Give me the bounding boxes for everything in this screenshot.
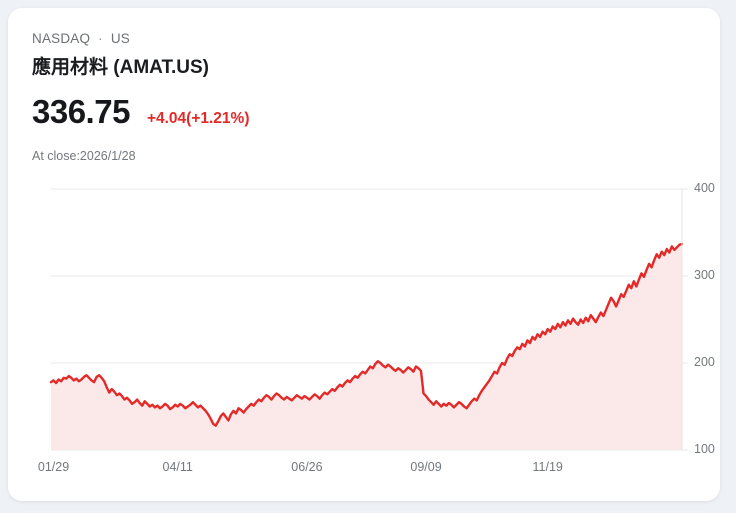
price-chart[interactable]: 400 300 200 100 01/29 04/11 06/26 09/09 11/19: [8, 168, 720, 488]
y-axis-tick-label: 200: [694, 355, 715, 369]
x-axis-tick-label: 01/29: [37, 460, 70, 474]
x-axis-tick-label: 09/09: [410, 460, 442, 474]
stock-quote-card: NASDAQ · US 應用材料 (AMAT.US) 336.75 +4.04(…: [8, 8, 720, 501]
at-close-timestamp: At close:2026/1/28: [32, 149, 136, 163]
y-axis-tick-label: 400: [694, 181, 715, 195]
x-axis-tick-label: 06/26: [291, 460, 323, 474]
page-title: 應用材料 (AMAT.US): [32, 57, 209, 78]
chart-line: [49, 242, 684, 427]
exchange-line: NASDAQ · US: [32, 31, 130, 46]
separator-dot: ·: [98, 31, 103, 46]
y-axis-tick-label: 100: [694, 442, 715, 456]
region-label: US: [110, 31, 130, 46]
current-price: 336.75: [32, 93, 130, 130]
price-row: 336.75 +4.04(+1.21%): [32, 93, 249, 131]
x-axis-tick-label: 04/11: [162, 460, 193, 474]
x-axis-tick-label: 11/19: [532, 460, 563, 474]
chart-canvas: [49, 188, 688, 451]
chart-area-fill: [51, 244, 682, 450]
y-axis-tick-label: 300: [694, 268, 715, 282]
price-change: +4.04(+1.21%): [146, 110, 250, 127]
exchange-name: NASDAQ: [32, 31, 91, 46]
